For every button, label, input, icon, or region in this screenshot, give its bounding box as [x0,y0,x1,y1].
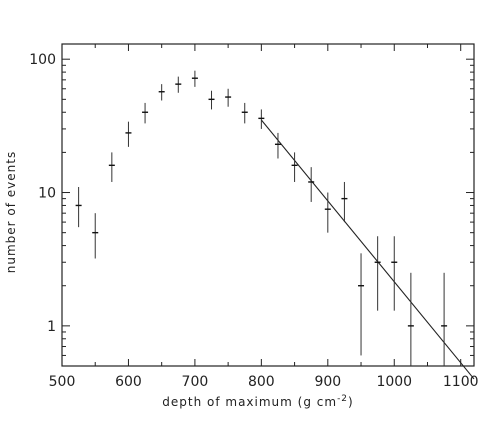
fit-line-group [260,119,475,380]
plot-border [61,43,475,367]
plot-frame [61,43,475,367]
axis-tick-labels: 500 600 700 800 900 1000 1100 1 10 100 [29,52,478,390]
fit-line [260,119,475,380]
axis-ticks [61,44,474,367]
x-tick-label: 1100 [443,374,479,390]
y-axis-label: number of events [4,151,18,273]
y-tick-label: 100 [29,52,56,68]
y-tick-label: 10 [38,186,56,202]
x-tick-label: 700 [182,374,209,390]
x-axis-label: depth of maximum (g cm-2) [162,394,353,409]
x-tick-label: 900 [314,374,341,390]
x-tick-label: 600 [115,374,142,390]
x-tick-label: 1000 [376,374,412,390]
x-tick-label: 500 [49,374,76,390]
y-tick-label: 1 [47,319,56,335]
x-tick-label: 800 [248,374,275,390]
data-points [75,70,448,366]
